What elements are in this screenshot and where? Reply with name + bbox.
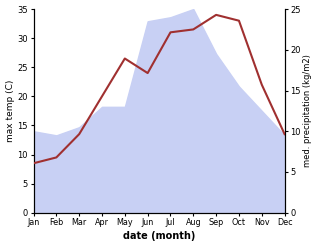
- Y-axis label: med. precipitation (kg/m2): med. precipitation (kg/m2): [303, 54, 313, 167]
- X-axis label: date (month): date (month): [123, 231, 195, 242]
- Y-axis label: max temp (C): max temp (C): [5, 80, 15, 142]
